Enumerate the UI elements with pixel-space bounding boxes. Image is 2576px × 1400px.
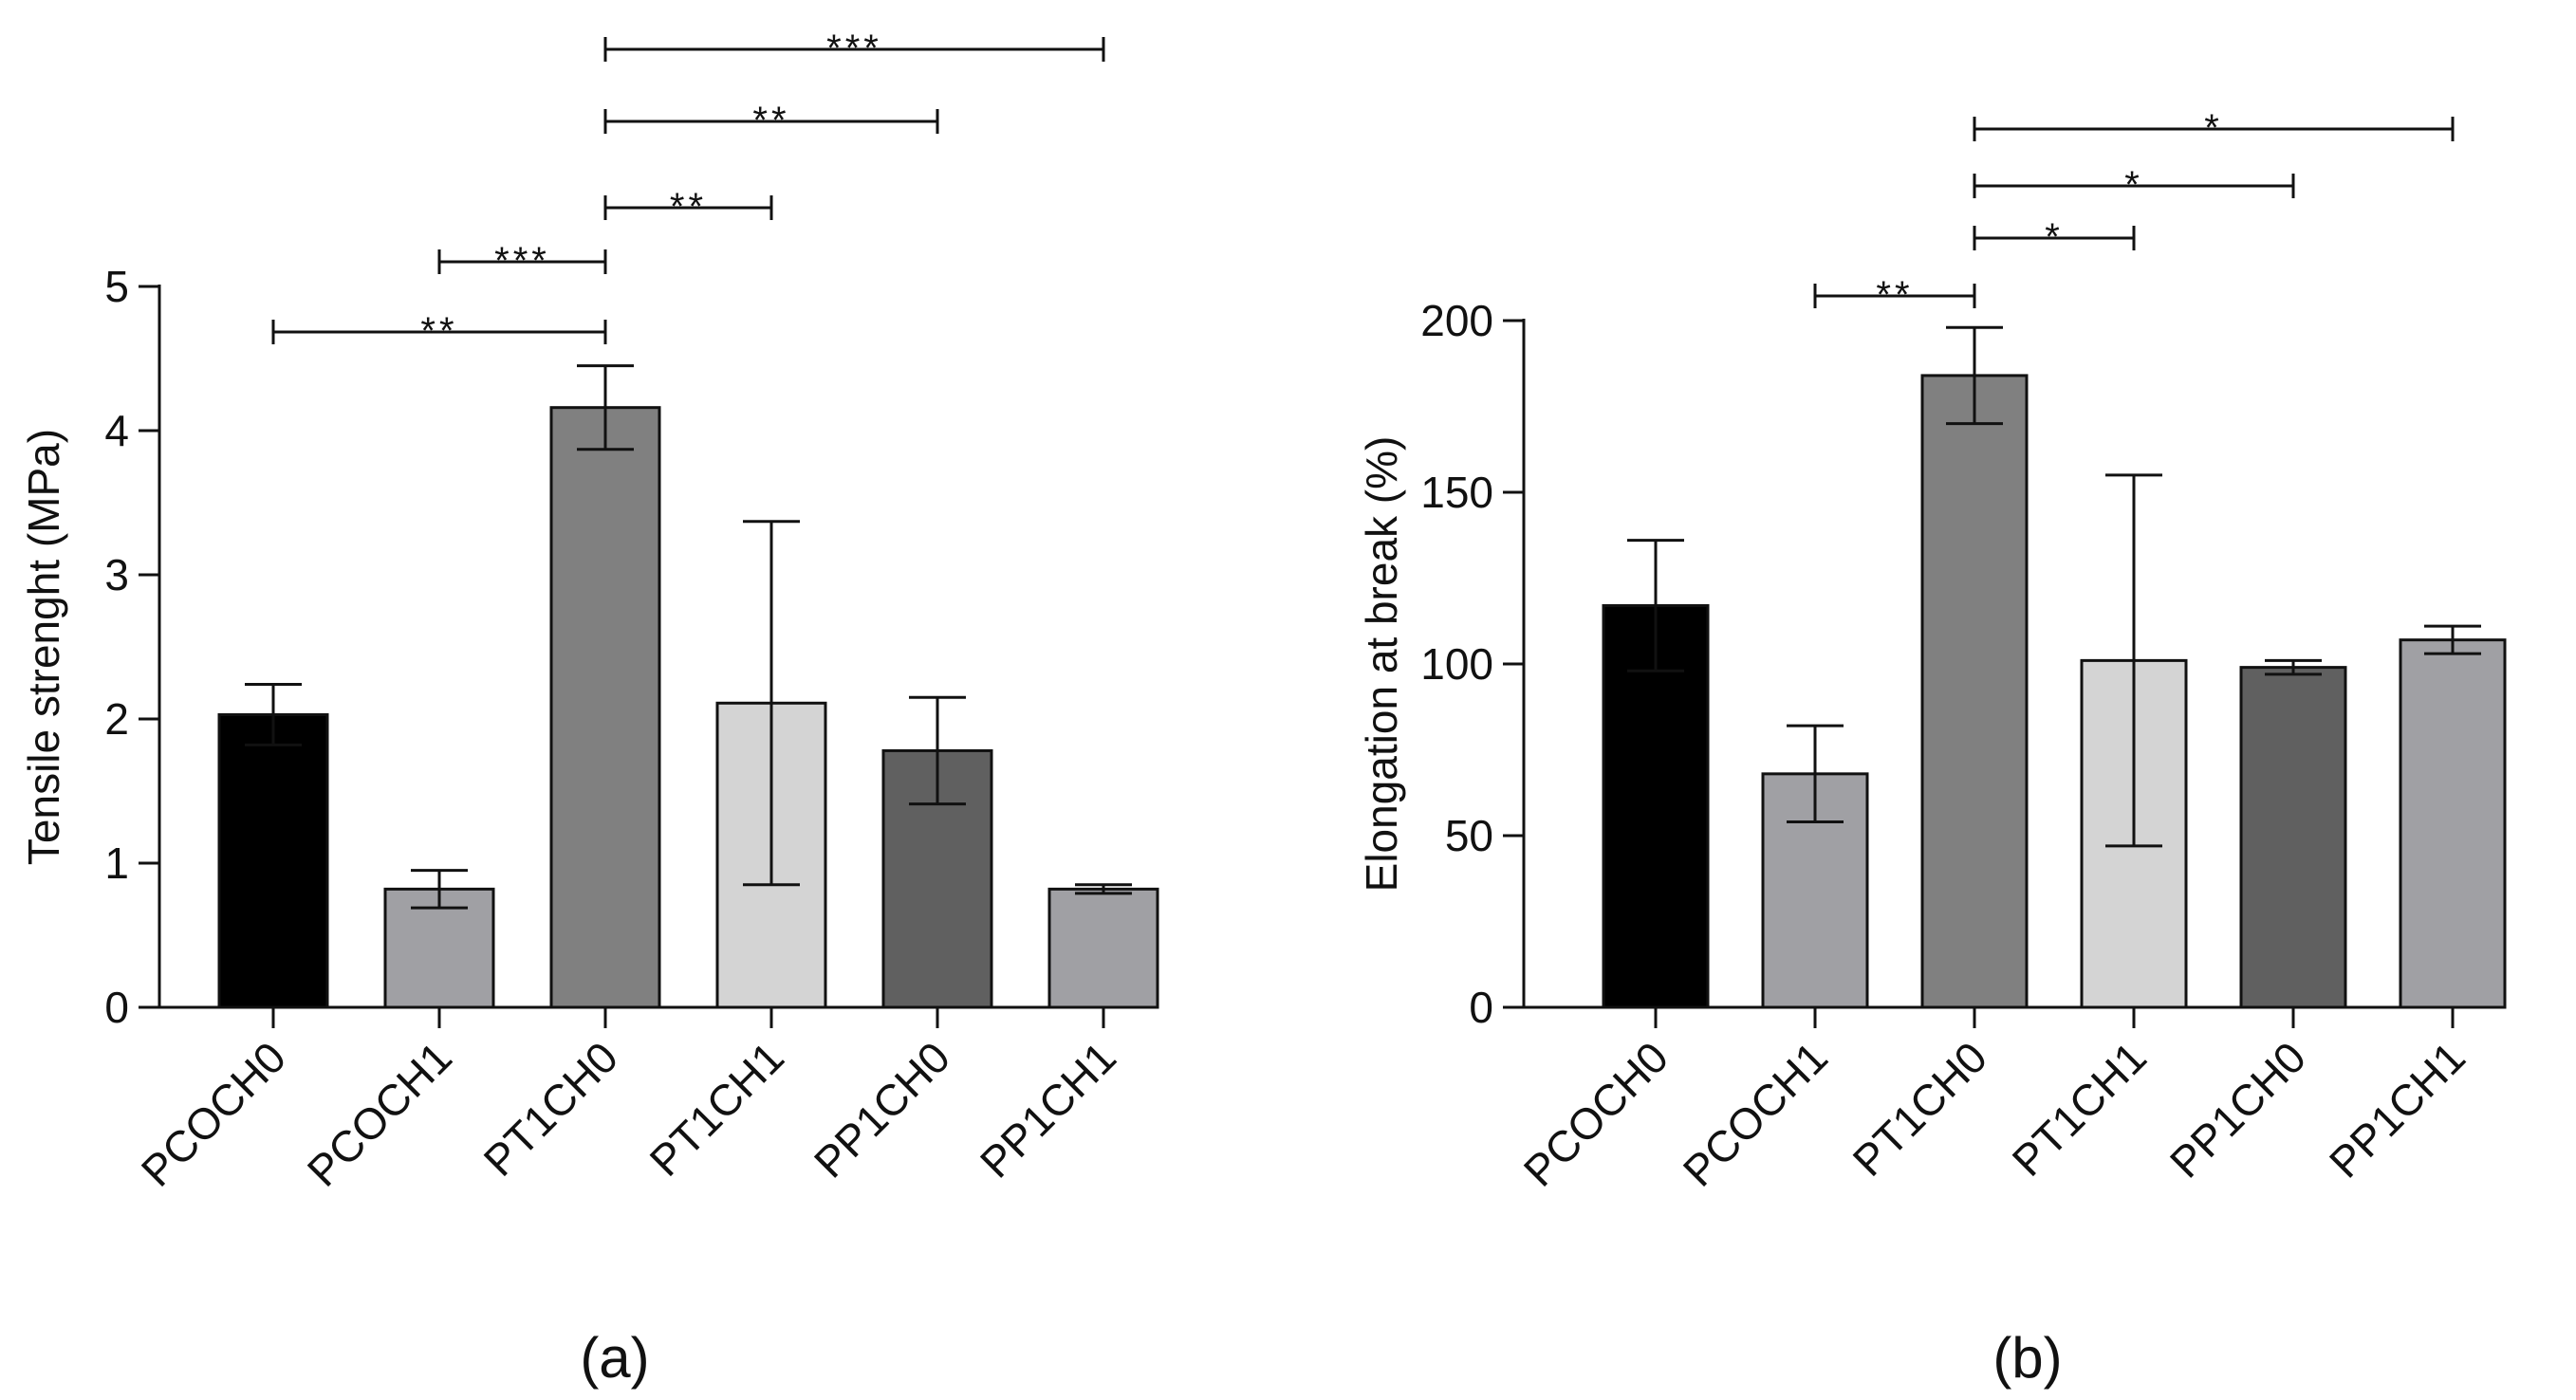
significance-label: ** (420, 310, 457, 352)
significance-label: *** (494, 240, 550, 282)
x-category-label: PCOCH0 (132, 1032, 295, 1195)
x-category-label: PP1CH0 (805, 1032, 959, 1187)
bar-pp1ch1 (1047, 887, 1159, 1009)
significance-label: * (2124, 164, 2143, 206)
y-tick-label: 4 (104, 406, 129, 455)
significance-label: ** (670, 186, 707, 228)
bar-pp1ch1 (2399, 638, 2507, 1009)
y-tick-label: 150 (1420, 468, 1493, 517)
bar-pt1ch0 (549, 406, 661, 1009)
x-category-label: PP1CH1 (2320, 1032, 2474, 1187)
panel-b-elongation-chart: 0 50 100 150 200 Elongation at break (%) PCOCH… (1357, 107, 2507, 1390)
x-category-label: PT1CH0 (1844, 1032, 1996, 1185)
significance-label: * (2045, 216, 2064, 258)
x-category-label: PCOCH1 (1674, 1032, 1837, 1195)
y-tick-label: 100 (1420, 639, 1493, 689)
x-category-label: PP1CH0 (2160, 1032, 2315, 1187)
y-tick-label: 3 (104, 550, 129, 599)
bar-pp1ch0 (2239, 666, 2347, 1009)
panel-a-tensile-strength-chart: 0 1 2 3 4 5 Tensile strenght (MPa) PCOCH0 PCOCH1… (19, 28, 1159, 1390)
y-axis-title: Tensile strenght (MPa) (19, 429, 68, 865)
panel-label: (a) (580, 1326, 649, 1390)
significance-label: * (2204, 107, 2223, 149)
significance-label: ** (1876, 274, 1913, 316)
bar-pcoch0 (1602, 603, 1710, 1009)
x-category-label: PCOCH1 (298, 1032, 461, 1195)
x-category-label: PT1CH0 (474, 1032, 627, 1185)
x-category-label: PP1CH1 (971, 1032, 1125, 1187)
bar-pt1ch0 (1920, 374, 2029, 1009)
significance-label: *** (826, 28, 882, 69)
panel-label: (b) (1992, 1326, 2062, 1390)
y-tick-label: 200 (1420, 296, 1493, 345)
y-tick-label: 50 (1445, 811, 1493, 860)
x-category-label: PCOCH0 (1514, 1032, 1677, 1195)
x-category-label: PT1CH1 (640, 1032, 793, 1185)
y-axis-title: Elongation at break (%) (1357, 436, 1406, 893)
significance-label: ** (752, 100, 789, 141)
y-tick-label: 5 (104, 262, 129, 311)
x-category-label: PT1CH1 (2003, 1032, 2156, 1185)
y-tick-label: 1 (104, 838, 129, 888)
y-tick-label: 0 (1469, 983, 1493, 1032)
bar-pcoch0 (217, 712, 329, 1009)
y-tick-label: 0 (104, 983, 129, 1032)
y-tick-label: 2 (104, 694, 129, 744)
